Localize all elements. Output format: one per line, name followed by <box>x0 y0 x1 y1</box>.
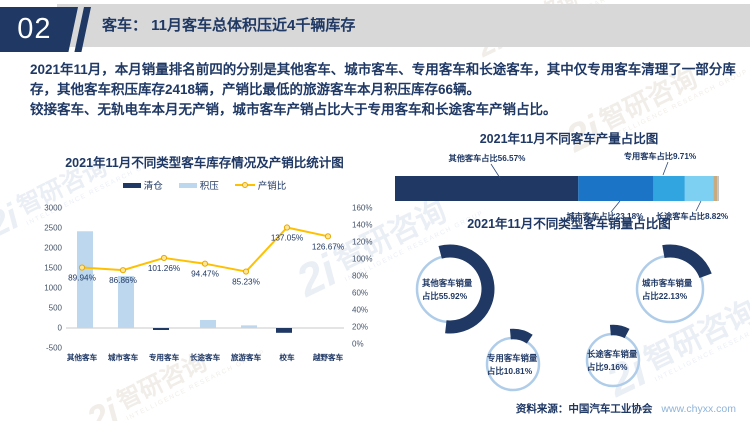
svg-text:占比9.16%: 占比9.16% <box>587 362 628 372</box>
svg-text:101.26%: 101.26% <box>148 264 180 273</box>
inventory-chart-legend: 清仓 积压 产销比 <box>22 178 387 192</box>
source-url-link[interactable]: www.chyxx.com <box>661 403 736 415</box>
production-stacked-bar-svg: 其他客车占比56.57% 城市客车占比23.18% 专用客车占比9.71% 长途客车占… <box>395 151 729 221</box>
svg-text:专用客车占比9.71%: 专用客车占比9.71% <box>624 151 697 161</box>
svg-text:89.94%: 89.94% <box>68 274 96 283</box>
source-label: 资料来源：中国汽车工业协会 <box>515 403 653 415</box>
svg-text:137.05%: 137.05% <box>271 234 303 243</box>
svg-text:长途客车销量: 长途客车销量 <box>587 349 638 359</box>
svg-text:500: 500 <box>49 304 63 313</box>
svg-text:1000: 1000 <box>44 284 62 293</box>
header-bar <box>57 4 750 47</box>
section-number-badge: 02 <box>0 7 79 52</box>
backlog-swatch-icon <box>178 182 197 188</box>
svg-text:旅游客车: 旅游客车 <box>231 352 262 362</box>
section-number: 02 <box>17 13 52 45</box>
svg-text:其他客车占比56.57%: 其他客车占比56.57% <box>449 153 527 163</box>
clearance-swatch-icon <box>122 182 141 188</box>
svg-text:100%: 100% <box>352 255 372 264</box>
svg-text:城市客车: 城市客车 <box>108 352 139 362</box>
svg-text:85.23%: 85.23% <box>232 278 260 287</box>
svg-text:3000: 3000 <box>44 204 62 213</box>
svg-text:94.47%: 94.47% <box>191 270 219 279</box>
svg-text:1500: 1500 <box>44 264 62 273</box>
inventory-combo-chart-svg: 3000 2500 2000 1500 1000 500 0 -500 160% 140% 120%… <box>44 204 372 363</box>
svg-text:城市客车销量: 城市客车销量 <box>642 278 693 288</box>
svg-text:86.86%: 86.86% <box>109 276 137 285</box>
ratio-line-swatch-icon <box>234 182 255 188</box>
svg-text:其他客车销量: 其他客车销量 <box>422 278 473 288</box>
svg-text:140%: 140% <box>352 221 372 230</box>
svg-text:160%: 160% <box>352 204 372 213</box>
page-title: 客车： 11月客车总体积压近4千辆库存 <box>102 17 356 34</box>
legend-item-ratio: 产销比 <box>234 178 286 192</box>
svg-text:占比10.81%: 占比10.81% <box>487 366 533 376</box>
svg-text:40%: 40% <box>352 306 368 315</box>
production-share-panel: 2021年11月不同客车产量占比图 其他客车占比56.57% 城市客车占比23.1… <box>390 128 748 229</box>
svg-text:长途客车: 长途客车 <box>190 352 221 362</box>
sales-share-panel: 2021年11月不同类型客车销量占比图 其他客车销量 占比55.92% 城市客车销量… <box>390 213 748 402</box>
inventory-chart-panel: 2021年11月不同类型客车库存情况及产销比统计图 清仓 积压 产销比 3000… <box>22 152 387 366</box>
svg-text:0%: 0% <box>352 340 364 349</box>
inventory-chart-title: 2021年11月不同类型客车库存情况及产销比统计图 <box>65 156 344 170</box>
svg-text:专用客车: 专用客车 <box>149 352 180 362</box>
svg-text:20%: 20% <box>352 323 368 332</box>
intro-text: 2021年11月，本月销量排名前四的分别是其他客车、城市客车、专用客车和长途客车… <box>30 60 742 120</box>
svg-text:占比22.13%: 占比22.13% <box>642 291 688 301</box>
svg-text:0: 0 <box>58 324 63 333</box>
svg-text:-500: -500 <box>46 344 63 353</box>
legend-item-clearance: 清仓 <box>122 178 163 192</box>
intro-paragraph-1: 2021年11月，本月销量排名前四的分别是其他客车、城市客车、专用客车和长途客车… <box>30 62 736 97</box>
source-footer: 资料来源：中国汽车工业协会 www.chyxx.com <box>516 401 736 416</box>
logo-glyph-icon: 2i <box>80 390 126 421</box>
svg-text:越野客车: 越野客车 <box>312 352 344 362</box>
svg-text:校车: 校车 <box>279 352 295 362</box>
svg-text:2500: 2500 <box>44 224 62 233</box>
svg-text:126.67%: 126.67% <box>312 242 344 251</box>
legend-item-backlog: 积压 <box>178 178 219 192</box>
svg-text:城市客车占比23.18%: 城市客车占比23.18% <box>567 211 645 221</box>
svg-text:长途客车占比8.82%: 长途客车占比8.82% <box>656 211 729 221</box>
svg-text:60%: 60% <box>352 289 368 298</box>
intro-paragraph-2: 铰接客车、无轨电车本月无产销，城市客车产销占比大于专用客车和长途客车产销占比。 <box>30 102 557 117</box>
production-chart-title: 2021年11月不同客车产量占比图 <box>479 132 659 146</box>
svg-text:占比55.92%: 占比55.92% <box>422 291 468 301</box>
svg-text:专用客车销量: 专用客车销量 <box>487 353 538 363</box>
svg-text:2000: 2000 <box>44 244 62 253</box>
sales-chart-title: 2021年11月不同类型客车销量占比图 <box>467 217 671 231</box>
svg-text:80%: 80% <box>352 272 368 281</box>
svg-text:其他客车: 其他客车 <box>67 352 98 362</box>
svg-text:120%: 120% <box>352 238 372 247</box>
